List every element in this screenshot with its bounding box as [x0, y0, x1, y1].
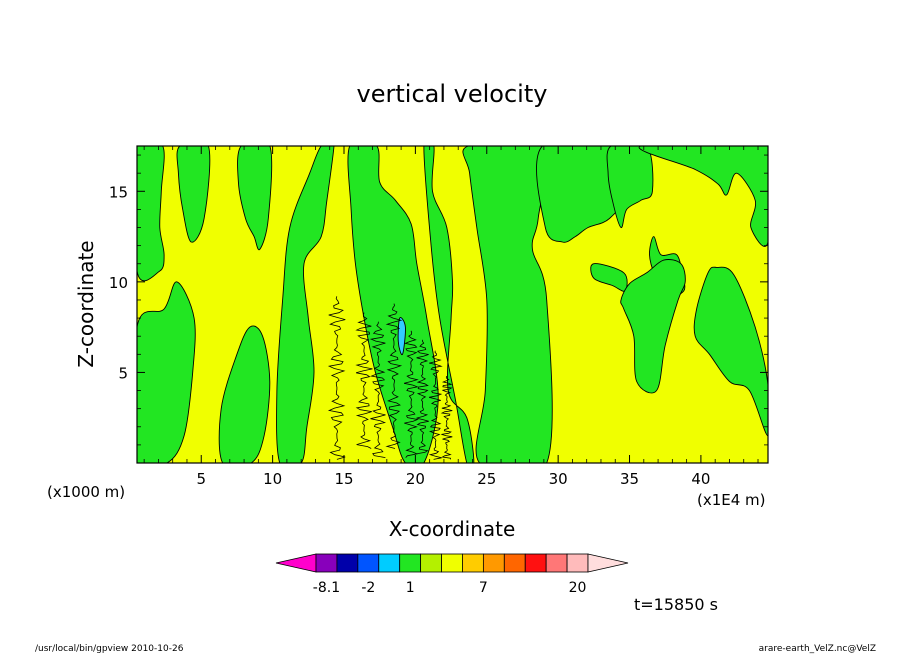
y-tick-label-1: 10 — [109, 274, 128, 292]
contour-ripple-2 — [369, 321, 387, 458]
x-tick-label-5: 30 — [549, 470, 568, 488]
contour-ripple-3 — [385, 303, 403, 449]
contour-region-negative-13 — [590, 263, 628, 292]
contour-region-negative-14 — [620, 259, 686, 394]
colorbar-swatch-5 — [399, 553, 422, 573]
contour-region-negative-4 — [218, 325, 271, 463]
colorbar-swatch-2 — [336, 553, 359, 573]
colorbar-swatch-12 — [545, 553, 568, 573]
colorbar-label-0: -8.1 — [313, 580, 340, 596]
colorbar-swatch-9 — [482, 553, 505, 573]
contour-ripple-1 — [355, 312, 373, 449]
contour-ripple-5 — [416, 339, 429, 455]
time-label: t=15850 s — [634, 595, 718, 614]
colorbar-label-2: 1 — [406, 580, 415, 596]
x-tick-label-4: 25 — [477, 470, 496, 488]
footer-right: arare-earth_VelZ.nc@VelZ — [759, 644, 876, 654]
plot-frame — [136, 145, 769, 464]
footer-left: /usr/local/bin/gpview 2010-10-26 — [35, 644, 184, 654]
colorbar-swatch-4 — [378, 553, 401, 573]
colorbar-label-1: -2 — [361, 580, 375, 596]
colorbar-label-3: 7 — [479, 580, 488, 596]
x-tick-label-6: 35 — [620, 470, 639, 488]
contour-region-negative-5 — [276, 146, 335, 463]
y-axis-label: Z-coordinate — [74, 240, 98, 367]
contour-fields — [137, 146, 768, 463]
x-tick-label-7: 40 — [691, 470, 710, 488]
colorbar-swatch-10 — [503, 553, 526, 573]
x-tick-label-0: 5 — [196, 470, 206, 488]
colorbar-swatch-6 — [420, 553, 442, 573]
contour-region-negative-3 — [237, 146, 273, 251]
contour-ripple-0 — [327, 296, 346, 460]
contour-region-negative-15 — [693, 266, 768, 437]
x-unit-left: (x1000 m) — [47, 483, 125, 501]
contour-region-negative-7 — [423, 146, 475, 463]
colorbar-swatch-13 — [566, 553, 589, 573]
contour-region-negative-0 — [137, 146, 165, 282]
x-tick-label-3: 20 — [406, 470, 425, 488]
x-axis-label: X-coordinate — [389, 517, 516, 541]
colorbar: -8.1 -2 1 7 20 — [275, 553, 629, 596]
contour-ripple-4 — [403, 330, 419, 458]
colorbar-arrow-low — [275, 553, 317, 573]
contour-region-negative-11 — [638, 146, 768, 247]
colorbar-swatch-7 — [441, 553, 463, 573]
colorbar-swatch-8 — [462, 553, 484, 573]
x-tick-label-1: 10 — [263, 470, 282, 488]
colorbar-swatch-11 — [524, 553, 547, 573]
contour-region-negative-10 — [606, 146, 654, 228]
axis-ticks: 5 10 15 20 25 30 35 40 5 10 15 — [109, 146, 768, 488]
x-unit-right: (x1E4 m) — [697, 491, 766, 509]
contour-ripple-7 — [440, 375, 453, 460]
contour-ripple-6 — [428, 350, 443, 460]
colorbar-label-4: 20 — [569, 580, 587, 596]
chart-title: vertical velocity — [357, 80, 548, 108]
y-tick-label-2: 15 — [109, 183, 128, 201]
colorbar-arrow-high — [587, 553, 629, 573]
x-tick-label-2: 15 — [334, 470, 353, 488]
contour-region-strong-16 — [397, 317, 406, 356]
contour-region-negative-8 — [462, 146, 553, 463]
y-tick-label-0: 5 — [118, 364, 128, 382]
colorbar-swatch-1 — [315, 553, 338, 573]
colorbar-swatch-3 — [357, 553, 380, 573]
contour-region-negative-6 — [347, 146, 439, 463]
